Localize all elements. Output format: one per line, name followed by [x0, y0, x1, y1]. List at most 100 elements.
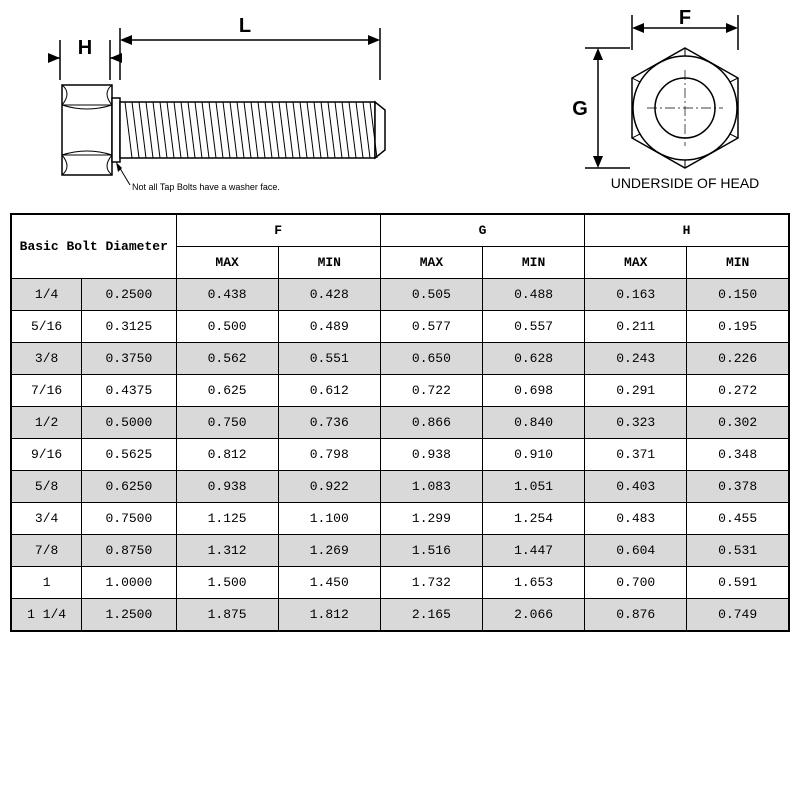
- table-cell: 0.438: [176, 279, 278, 311]
- bolt-top-svg: F G UNDERSIDE OF HEAD: [540, 10, 770, 200]
- table-cell: 0.612: [278, 375, 380, 407]
- table-cell: 0.604: [585, 535, 687, 567]
- table-row: 1/40.25000.4380.4280.5050.4880.1630.150: [11, 279, 789, 311]
- table-row: 3/80.37500.5620.5510.6500.6280.2430.226: [11, 343, 789, 375]
- table-cell: 1.100: [278, 503, 380, 535]
- table-cell: 0.348: [687, 439, 789, 471]
- table-cell: 0.211: [585, 311, 687, 343]
- table-cell: 0.866: [380, 407, 482, 439]
- header-F-max: MAX: [176, 247, 278, 279]
- table-cell: 0.7500: [82, 503, 176, 535]
- table-cell: 0.6250: [82, 471, 176, 503]
- table-cell: 0.736: [278, 407, 380, 439]
- table-row: 1 1/41.25001.8751.8122.1652.0660.8760.74…: [11, 599, 789, 632]
- underside-caption: UNDERSIDE OF HEAD: [611, 175, 760, 191]
- table-row: 11.00001.5001.4501.7321.6530.7000.591: [11, 567, 789, 599]
- table-cell: 0.302: [687, 407, 789, 439]
- table-cell: 0.455: [687, 503, 789, 535]
- table-cell: 0.628: [483, 343, 585, 375]
- table-cell: 1.875: [176, 599, 278, 632]
- table-cell: 0.749: [687, 599, 789, 632]
- table-cell: 0.577: [380, 311, 482, 343]
- table-cell: 0.812: [176, 439, 278, 471]
- table-cell: 5/16: [11, 311, 82, 343]
- table-cell: 1.051: [483, 471, 585, 503]
- washer-note: Not all Tap Bolts have a washer face.: [132, 182, 280, 192]
- table-cell: 1/4: [11, 279, 82, 311]
- bolt-side-svg: L H: [30, 10, 410, 200]
- table-cell: 0.625: [176, 375, 278, 407]
- table-row: 7/160.43750.6250.6120.7220.6980.2910.272: [11, 375, 789, 407]
- table-cell: 1 1/4: [11, 599, 82, 632]
- table-cell: 0.500: [176, 311, 278, 343]
- table-cell: 0.591: [687, 567, 789, 599]
- table-cell: 1.269: [278, 535, 380, 567]
- table-cell: 1.312: [176, 535, 278, 567]
- table-cell: 0.557: [483, 311, 585, 343]
- header-F: F: [176, 214, 380, 247]
- table-cell: 0.4375: [82, 375, 176, 407]
- table-cell: 1.299: [380, 503, 482, 535]
- table-cell: 0.378: [687, 471, 789, 503]
- header-G: G: [380, 214, 584, 247]
- table-cell: 1.516: [380, 535, 482, 567]
- table-cell: 1/2: [11, 407, 82, 439]
- table-cell: 0.2500: [82, 279, 176, 311]
- table-cell: 0.226: [687, 343, 789, 375]
- table-cell: 0.195: [687, 311, 789, 343]
- table-cell: 0.750: [176, 407, 278, 439]
- table-cell: 0.5000: [82, 407, 176, 439]
- table-body: 1/40.25000.4380.4280.5050.4880.1630.1505…: [11, 279, 789, 632]
- table-cell: 0.798: [278, 439, 380, 471]
- table-cell: 0.698: [483, 375, 585, 407]
- table-cell: 1.500: [176, 567, 278, 599]
- table-row: 5/160.31250.5000.4890.5770.5570.2110.195: [11, 311, 789, 343]
- table-cell: 9/16: [11, 439, 82, 471]
- table-cell: 0.650: [380, 343, 482, 375]
- bolt-side-view: L H: [30, 10, 410, 205]
- label-H: H: [78, 37, 92, 59]
- table-cell: 0.291: [585, 375, 687, 407]
- table-cell: 5/8: [11, 471, 82, 503]
- table-cell: 0.163: [585, 279, 687, 311]
- label-F: F: [679, 10, 691, 29]
- table-cell: 2.066: [483, 599, 585, 632]
- table-row: 3/40.75001.1251.1001.2991.2540.4830.455: [11, 503, 789, 535]
- table-cell: 0.551: [278, 343, 380, 375]
- table-cell: 0.700: [585, 567, 687, 599]
- table-cell: 1.2500: [82, 599, 176, 632]
- label-L: L: [239, 15, 251, 37]
- table-cell: 7/16: [11, 375, 82, 407]
- table-cell: 0.910: [483, 439, 585, 471]
- table-cell: 0.876: [585, 599, 687, 632]
- table-cell: 7/8: [11, 535, 82, 567]
- header-basic: Basic Bolt Diameter: [11, 214, 176, 279]
- table-cell: 0.489: [278, 311, 380, 343]
- table-cell: 0.488: [483, 279, 585, 311]
- table-cell: 1.653: [483, 567, 585, 599]
- table-cell: 0.483: [585, 503, 687, 535]
- diagram-area: L H: [10, 10, 790, 205]
- header-H: H: [585, 214, 789, 247]
- table-row: 5/80.62500.9380.9221.0831.0510.4030.378: [11, 471, 789, 503]
- table-cell: 3/8: [11, 343, 82, 375]
- header-G-min: MIN: [483, 247, 585, 279]
- table-cell: 0.272: [687, 375, 789, 407]
- table-cell: 1.447: [483, 535, 585, 567]
- bolt-dimension-table: Basic Bolt Diameter F G H MAX MIN MAX MI…: [10, 213, 790, 632]
- table-cell: 0.371: [585, 439, 687, 471]
- table-cell: 1.125: [176, 503, 278, 535]
- table-cell: 0.3750: [82, 343, 176, 375]
- table-row: 1/20.50000.7500.7360.8660.8400.3230.302: [11, 407, 789, 439]
- table-cell: 0.938: [176, 471, 278, 503]
- table-cell: 0.323: [585, 407, 687, 439]
- table-cell: 0.722: [380, 375, 482, 407]
- table-row: 7/80.87501.3121.2691.5161.4470.6040.531: [11, 535, 789, 567]
- header-F-min: MIN: [278, 247, 380, 279]
- table-cell: 0.922: [278, 471, 380, 503]
- table-cell: 1.732: [380, 567, 482, 599]
- table-cell: 1.0000: [82, 567, 176, 599]
- table-cell: 0.938: [380, 439, 482, 471]
- table-cell: 0.243: [585, 343, 687, 375]
- header-G-max: MAX: [380, 247, 482, 279]
